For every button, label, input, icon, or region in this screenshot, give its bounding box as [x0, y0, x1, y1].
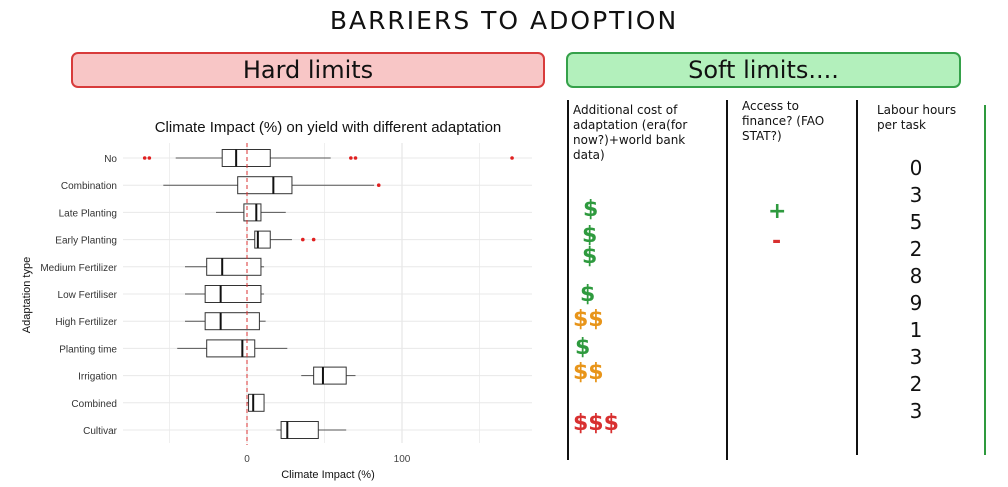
category-label: No: [104, 154, 117, 165]
category-label: Low Fertiliser: [58, 290, 118, 301]
box: [248, 393, 265, 412]
category-label: Cultivar: [83, 426, 118, 437]
labour-hours-value: 3: [909, 183, 923, 207]
hard-limits-label: Hard limits: [242, 56, 374, 84]
labour-hours-value: 2: [909, 372, 923, 396]
labour-hours-value: 8: [909, 264, 923, 288]
box: [204, 312, 260, 331]
outlier-point: [349, 156, 353, 160]
column-divider-green: [984, 105, 986, 455]
x-tick-label: 0: [244, 454, 250, 465]
outlier-point: [353, 156, 358, 160]
category-label: Combination: [61, 181, 117, 192]
box: [206, 339, 256, 358]
cost-symbol: $: [582, 223, 598, 248]
labour-column-header: Labour hours per task: [877, 103, 957, 132]
box: [243, 203, 262, 222]
column-divider: [856, 100, 858, 455]
box: [280, 421, 319, 439]
category-label: Combined: [71, 399, 117, 410]
labour-hours-value: 0: [909, 156, 923, 180]
outlier-point: [311, 237, 316, 242]
chart-title: Climate Impact (%) on yield with differe…: [155, 119, 502, 136]
y-axis-label: Adaptation type: [21, 257, 33, 333]
page-title: BARRIERS TO ADOPTION: [329, 6, 679, 35]
labour-hours-value: 3: [909, 399, 923, 423]
outlier-point: [142, 156, 147, 160]
labour-hours-value: 3: [909, 345, 923, 369]
category-label: Early Planting: [55, 236, 117, 247]
box: [313, 366, 347, 385]
category-label: Irrigation: [78, 372, 117, 383]
cost-symbol: $: [583, 197, 599, 222]
cost-column-header: Additional cost of adaptation (era(for n…: [573, 103, 688, 162]
labour-hours-value: 9: [909, 291, 923, 315]
box: [237, 176, 293, 195]
cost-symbol: $$$: [573, 411, 619, 436]
column-divider: [726, 100, 728, 460]
cost-symbol: $$: [573, 360, 604, 385]
labour-hours-value: 1: [909, 318, 923, 342]
cost-symbol: $: [580, 282, 596, 307]
x-tick-label: 100: [394, 454, 411, 465]
cost-symbol: $: [582, 244, 598, 269]
outlier-point: [510, 156, 514, 160]
x-axis-label: Climate Impact (%): [281, 469, 375, 481]
category-label: Medium Fertilizer: [40, 263, 117, 274]
box: [206, 257, 262, 276]
outlier-point: [147, 156, 152, 160]
cost-symbol: $$: [573, 307, 604, 332]
labour-hours-value: 2: [909, 237, 923, 261]
finance-minus: -: [772, 229, 782, 254]
category-label: Planting time: [59, 344, 117, 355]
finance-plus: +: [768, 199, 787, 224]
labour-hours-value: 5: [909, 210, 923, 234]
column-divider: [567, 100, 569, 460]
box: [221, 149, 271, 167]
hard-limits-banner: Hard limits: [71, 52, 545, 88]
cost-symbol: $: [575, 335, 591, 360]
soft-limits-banner: Soft limits....: [566, 52, 961, 88]
boxplot-chart: No Combination Late Planting Early Planting…: [21, 119, 532, 481]
soft-limits-label: Soft limits....: [688, 56, 839, 84]
chart-boxes: [142, 143, 514, 445]
outlier-point: [376, 183, 381, 187]
box: [204, 285, 262, 303]
category-label: High Fertilizer: [55, 317, 117, 328]
category-label: Late Planting: [59, 208, 117, 219]
outlier-point: [301, 237, 305, 242]
finance-column-header: Access to finance? (FAO STAT?): [742, 99, 825, 143]
